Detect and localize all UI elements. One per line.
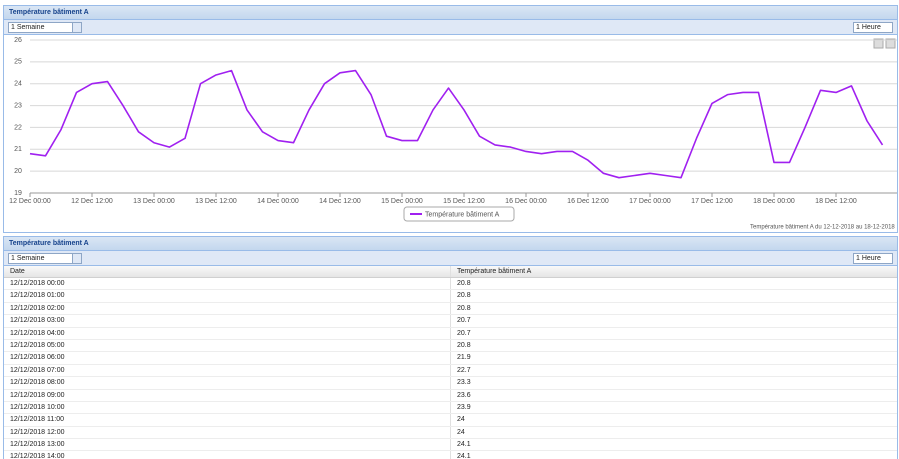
table-cell: 12/12/2018 14:00: [10, 453, 65, 459]
chart: 19 20 21 22 23 24 25 26 12 Dec 00:00 12 Dec 12:00…: [9, 37, 897, 231]
table-cell: 24: [450, 426, 897, 439]
table-cell: 24.1: [450, 439, 897, 451]
table-cell: 12/12/2018 00:00: [10, 280, 65, 287]
x-tick-label: 17 Dec 00:00: [629, 198, 671, 205]
table-cell: 12/12/2018 08:00: [10, 379, 65, 387]
period-select[interactable]: 1 Semaine: [8, 253, 82, 264]
table-cell: 12/12/2018 05:00: [10, 341, 65, 349]
column-header: Date: [10, 268, 25, 275]
table-cell: 12/12/2018 07:00: [10, 366, 65, 374]
table-row[interactable]: 12/12/2018 03:00 20.7: [4, 315, 897, 328]
table-panel: Température bâtiment A 1 Semaine 1 Heure…: [3, 236, 898, 459]
column-header: Température bâtiment A: [450, 266, 897, 277]
x-tick-label: 12 Dec 00:00: [9, 198, 51, 205]
table-cell: 12/12/2018 01:00: [10, 292, 65, 300]
y-tick-label: 21: [14, 146, 22, 153]
y-tick-label: 19: [14, 190, 22, 197]
step-select[interactable]: 1 Heure: [853, 253, 893, 264]
table-cell: 23.6: [450, 389, 897, 401]
table-header: Date Température bâtiment A: [4, 266, 897, 278]
table-cell: 12/12/2018 04:00: [10, 329, 65, 337]
y-tick-label: 25: [14, 59, 22, 66]
table-cell: 20.7: [450, 327, 897, 339]
table-cell: 24: [450, 414, 897, 426]
x-tick-label: 18 Dec 12:00: [815, 198, 857, 205]
table-cell: 20.8: [450, 339, 897, 352]
table-row[interactable]: 12/12/2018 12:00 24: [4, 426, 897, 440]
table-row[interactable]: 12/12/2018 07:00 22.7: [4, 364, 897, 378]
legend-box: [403, 206, 515, 222]
table-cell: 20.8: [450, 290, 897, 302]
table-row[interactable]: 12/12/2018 02:00 20.8: [4, 302, 897, 316]
table-row[interactable]: 12/12/2018 09:00 23.6: [4, 389, 897, 402]
x-tick-label: 15 Dec 12:00: [443, 198, 485, 205]
table-row[interactable]: 12/12/2018 08:00 23.3: [4, 377, 897, 390]
table-cell: 12/12/2018 06:00: [10, 354, 65, 362]
table-row[interactable]: 12/12/2018 11:00 24: [4, 414, 897, 427]
table-cell: 24.1: [450, 451, 897, 459]
x-tick-label: 14 Dec 12:00: [319, 198, 361, 205]
x-tick-label: 17 Dec 12:00: [691, 198, 733, 205]
toolbar: 1 Semaine 1 Heure: [4, 251, 897, 266]
x-tick-label: 12 Dec 12:00: [71, 198, 113, 205]
table-cell: 23.9: [450, 401, 897, 414]
table-cell: 12/12/2018 02:00: [10, 304, 65, 312]
table-body: 12/12/2018 00:00 20.8 12/12/2018 01:00 20.8…: [4, 278, 897, 459]
y-tick-label: 20: [14, 168, 22, 175]
data-line: [29, 69, 884, 179]
table-cell: 12/12/2018 10:00: [10, 403, 65, 411]
table-cell: 12/12/2018 11:00: [10, 416, 64, 424]
table-row[interactable]: 12/12/2018 04:00 20.7: [4, 327, 897, 340]
table-cell: 23.3: [450, 377, 897, 389]
x-tick-label: 18 Dec 00:00: [753, 198, 795, 205]
table-cell: 12/12/2018 03:00: [10, 317, 65, 325]
toolbar: 1 Semaine 1 Heure: [4, 20, 897, 35]
legend: Température bâtiment A: [403, 206, 515, 222]
period-select[interactable]: 1 Semaine: [8, 22, 82, 33]
table-cell: 20.8: [450, 278, 897, 290]
x-tick-label: 13 Dec 12:00: [195, 198, 237, 205]
y-tick-label: 24: [14, 81, 22, 88]
x-tick-label: 13 Dec 00:00: [133, 198, 175, 205]
x-tick-label: 14 Dec 00:00: [257, 198, 299, 205]
table-row[interactable]: 12/12/2018 10:00 23.9: [4, 401, 897, 415]
table-cell: 22.7: [450, 364, 897, 377]
table-cell: 21.9: [450, 352, 897, 364]
chart-subtitle: Température bâtiment A du 12-12-2018 au …: [750, 225, 895, 231]
y-tick-label: 22: [14, 124, 22, 131]
table-row[interactable]: 12/12/2018 00:00 20.8: [4, 278, 897, 291]
table-row[interactable]: 12/12/2018 06:00 21.9: [4, 352, 897, 365]
table-cell: 12/12/2018 13:00: [10, 441, 65, 449]
table-cell: 12/12/2018 12:00: [10, 428, 65, 436]
table-row[interactable]: 12/12/2018 13:00 24.1: [4, 439, 897, 452]
y-tick-label: 26: [14, 37, 22, 44]
y-tick-label: 23: [14, 102, 22, 109]
chart-panel: Température bâtiment A 1 Semaine 1 Heure…: [3, 5, 898, 233]
legend-label: Température bâtiment A: [425, 211, 500, 218]
step-select[interactable]: 1 Heure: [853, 22, 893, 33]
table-row[interactable]: 12/12/2018 05:00 20.8: [4, 339, 897, 353]
print-button[interactable]: [885, 38, 896, 49]
x-tick-label: 16 Dec 00:00: [505, 198, 547, 205]
panel-title: Température bâtiment A: [4, 6, 897, 20]
table-cell: 20.8: [450, 302, 897, 315]
x-tick-label: 16 Dec 12:00: [567, 198, 609, 205]
panel-title: Température bâtiment A: [4, 237, 897, 251]
table-row[interactable]: 12/12/2018 01:00 20.8: [4, 290, 897, 303]
table-cell: 12/12/2018 09:00: [10, 391, 65, 399]
x-tick-label: 15 Dec 00:00: [381, 198, 423, 205]
table-row[interactable]: 12/12/2018 14:00 24.1: [4, 451, 897, 459]
table-cell: 20.7: [450, 315, 897, 327]
export-button[interactable]: [873, 38, 884, 49]
